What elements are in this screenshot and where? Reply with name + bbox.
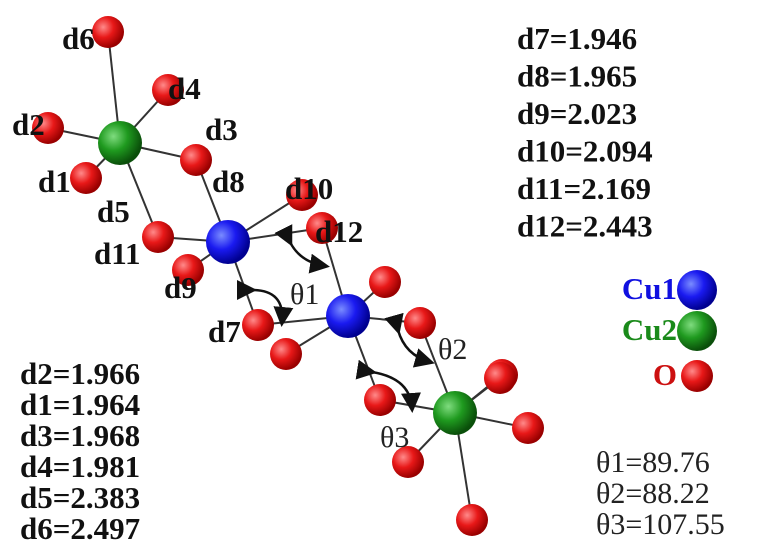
oxygen-atom	[180, 144, 212, 176]
distance-value: d5=2.383	[20, 480, 140, 515]
oxygen-atom	[364, 384, 396, 416]
cu1-atom	[326, 294, 370, 338]
angle-label: θ1	[290, 278, 319, 311]
legend-swatch	[677, 270, 717, 310]
distance-value: d7=1.946	[517, 21, 637, 56]
oxygen-atom	[404, 307, 436, 339]
distance-value: d2=1.966	[20, 356, 140, 391]
angle-label: θ2	[438, 333, 467, 366]
bond-label: d9	[164, 270, 197, 305]
oxygen-atom	[369, 266, 401, 298]
structure-diagram: d1 d2 d3d4 d5 d6 d7 d8 d9 d10 d11 d12 θ1 θ2 θ3 d7=1.94…	[0, 0, 772, 556]
distance-value: d3=1.968	[20, 418, 140, 453]
distance-value: d10=2.094	[517, 134, 653, 169]
angle-value: θ1=89.76	[596, 446, 710, 479]
cu2-atom	[433, 391, 477, 435]
distance-value: d11=2.169	[517, 171, 651, 206]
distance-value: d8=1.965	[517, 59, 637, 94]
bond-label: d3	[205, 112, 238, 147]
legend-swatch	[681, 360, 713, 392]
oxygen-atom	[270, 338, 302, 370]
bond-label: d6	[62, 21, 95, 56]
oxygen-atom	[456, 504, 488, 536]
legend-label: Cu2	[622, 312, 677, 347]
distance-value: d12=2.443	[517, 209, 653, 244]
oxygen-atom	[70, 162, 102, 194]
oxygen-atom	[484, 362, 516, 394]
oxygen-atom	[242, 309, 274, 341]
oxygen-atom	[512, 412, 544, 444]
bond-label: d4	[168, 71, 201, 106]
oxygen-atom	[142, 221, 174, 253]
bond-label: d11	[94, 236, 141, 271]
cu2-atom	[98, 121, 142, 165]
bond-label: d10	[285, 171, 333, 206]
bond-label: d5	[97, 194, 130, 229]
angle-value: θ3=107.55	[596, 508, 725, 541]
bond-label: d1	[38, 164, 71, 199]
bond-label: d7	[208, 314, 241, 349]
distance-value: d4=1.981	[20, 449, 140, 484]
angle-label: θ3	[380, 421, 409, 454]
bond-label: d12	[315, 214, 363, 249]
legend-label: O	[653, 357, 677, 392]
angle-value: θ2=88.22	[596, 477, 710, 510]
bond-label: d2	[12, 107, 45, 142]
legend-label: Cu1	[622, 271, 677, 306]
legend-swatch	[677, 311, 717, 351]
cu1-atom	[206, 220, 250, 264]
oxygen-atom	[92, 16, 124, 48]
distance-value: d1=1.964	[20, 387, 140, 422]
distance-value: d9=2.023	[517, 96, 637, 131]
bond-label: d8	[212, 164, 245, 199]
distance-value: d6=2.497	[20, 511, 140, 546]
